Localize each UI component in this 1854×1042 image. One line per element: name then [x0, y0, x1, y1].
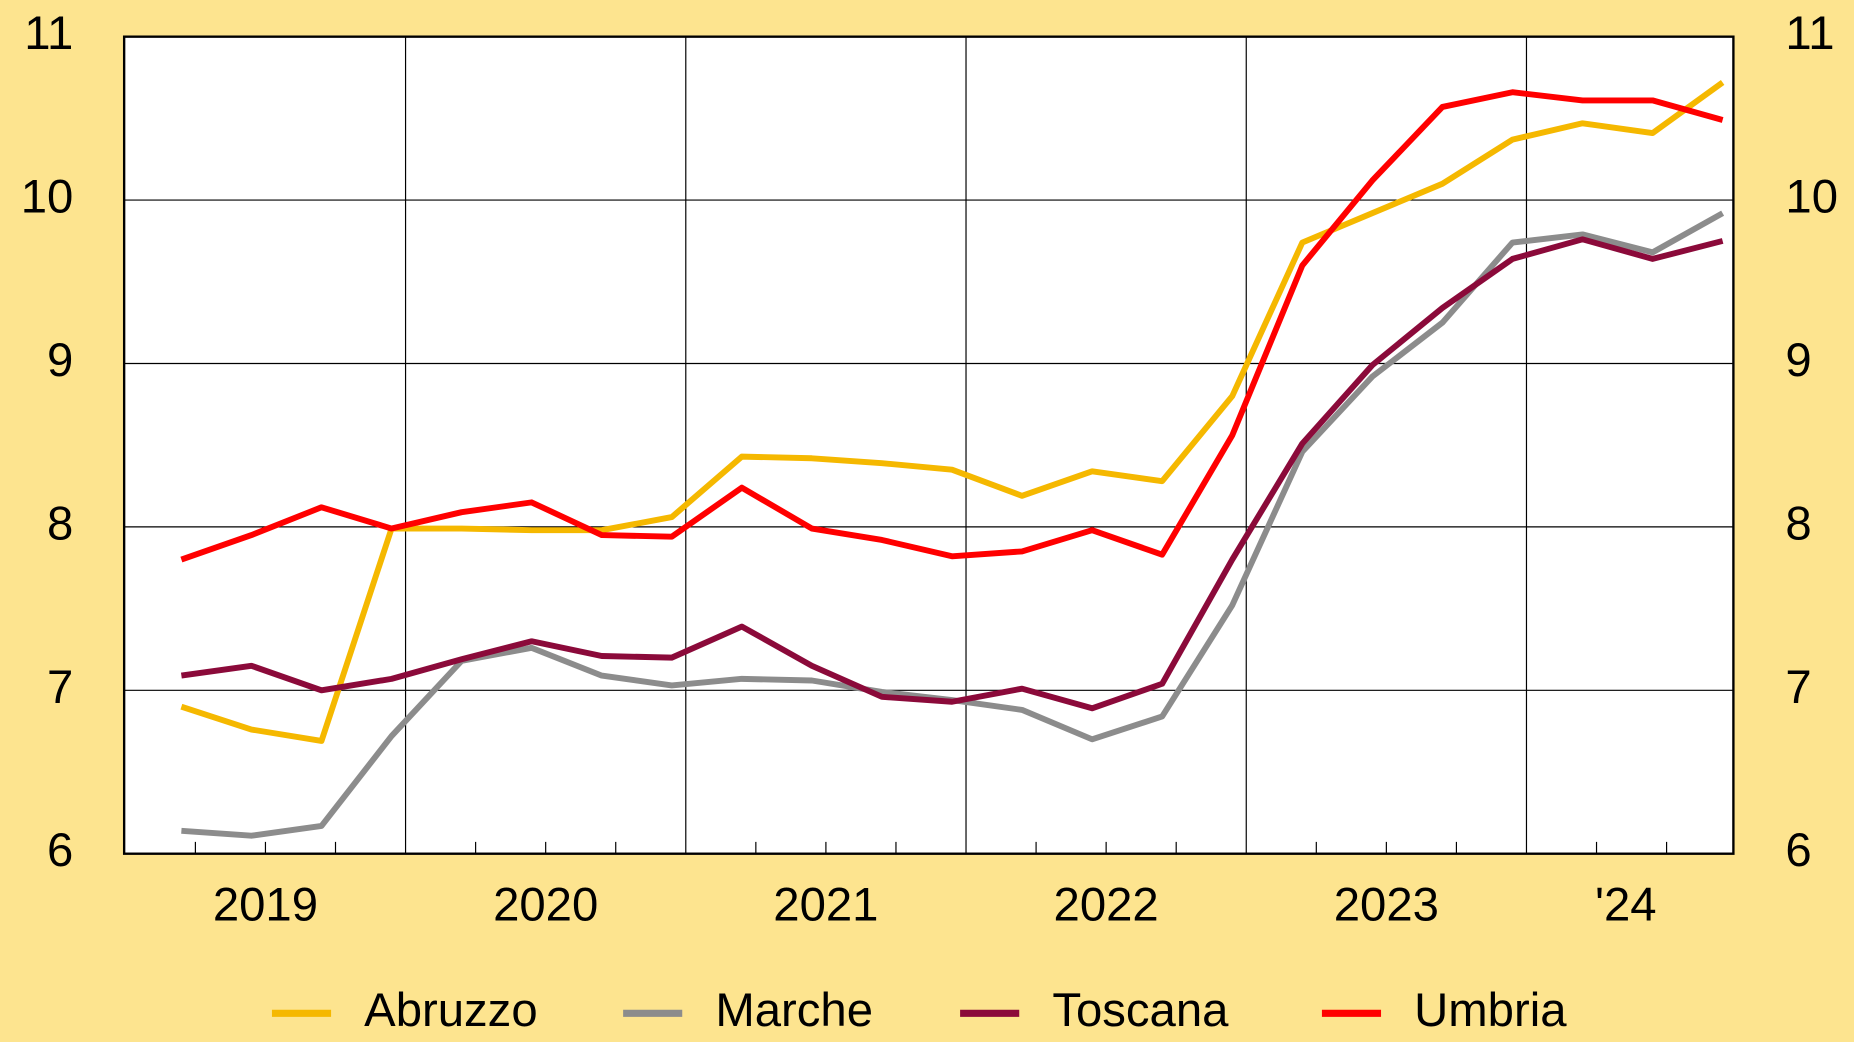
- y-tick-label: 8: [47, 497, 73, 550]
- y2-tick-label: 11: [1785, 7, 1834, 60]
- y2-tick-label: 8: [1785, 497, 1811, 550]
- y2-tick-label: 7: [1785, 661, 1811, 714]
- lines: [180, 80, 1725, 839]
- y-tick-label: 9: [47, 334, 73, 387]
- y2-tick-label: 10: [1785, 171, 1838, 224]
- x-tick-label: 2019: [213, 879, 318, 932]
- x-tick-label: 2023: [1334, 879, 1439, 932]
- x-tick-label: 2021: [773, 879, 878, 932]
- y-tick-label: 10: [21, 171, 74, 224]
- y-tick-label: 7: [47, 661, 73, 714]
- x-tick-label: '24: [1595, 879, 1657, 932]
- legend-label: Toscana: [1052, 984, 1229, 1037]
- legend-label: Marche: [715, 984, 873, 1037]
- plot-frame: [122, 35, 1735, 855]
- x-tick-label: 2020: [493, 879, 598, 932]
- series-line: [180, 80, 1725, 744]
- y-tick-label: 11: [24, 7, 73, 60]
- series-line: [180, 236, 1724, 712]
- legend-label: Umbria: [1414, 984, 1567, 1037]
- labels: 6 6 7 7 8 8 9 9 10 10 11 11 2019 2020 2021 2022 2023 '24 A…: [21, 7, 1838, 1037]
- y2-tick-label: 6: [1785, 824, 1811, 877]
- y-tick-label: 6: [47, 824, 73, 877]
- legend-label: Abruzzo: [364, 984, 537, 1037]
- x-tick-label: 2022: [1054, 879, 1159, 932]
- y2-tick-label: 9: [1785, 334, 1811, 387]
- series-line: [180, 89, 1724, 563]
- plot-area: [124, 36, 1734, 854]
